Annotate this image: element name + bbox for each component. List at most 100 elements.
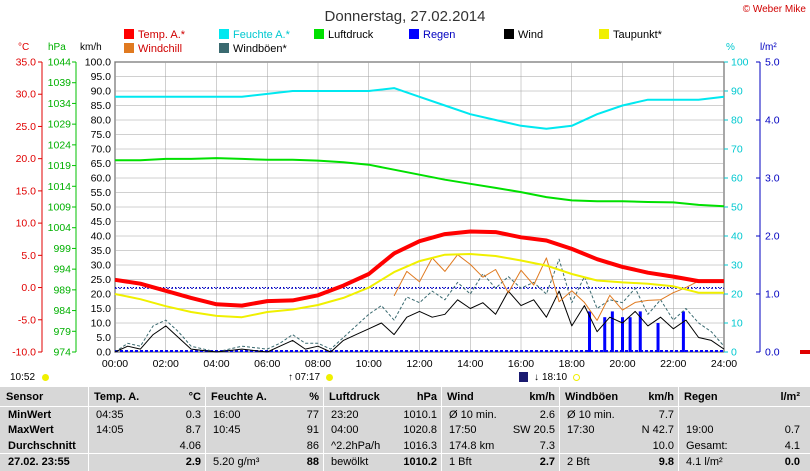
table-header-label: Sensor bbox=[6, 391, 44, 403]
tick-pressure: 994 bbox=[53, 264, 71, 276]
tick-x: 06:00 bbox=[254, 358, 280, 370]
table-cell-time: bewölkt bbox=[331, 456, 369, 468]
unit-humidity: % bbox=[726, 42, 735, 53]
legend-label-temp: Temp. A.* bbox=[138, 29, 186, 41]
series-line-gust bbox=[114, 258, 725, 353]
table-cell-time: 14:05 bbox=[96, 424, 124, 436]
tick-rain: 5.0 bbox=[765, 57, 780, 69]
table-cell-time: Ø 10 min. bbox=[449, 409, 497, 421]
tick-x: 24:00 bbox=[711, 358, 737, 370]
tick-temp: 20.0 bbox=[16, 153, 37, 165]
table-row-label: Durchschnitt bbox=[8, 440, 76, 452]
tick-rain: 3.0 bbox=[765, 173, 780, 185]
rain-bar bbox=[656, 323, 660, 352]
tick-wind: 50.0 bbox=[91, 202, 112, 214]
legend-swatch-temp bbox=[124, 29, 134, 39]
tick-wind: 65.0 bbox=[91, 158, 112, 170]
table-cell-value: 2.9 bbox=[185, 456, 201, 468]
table-column-divider bbox=[205, 387, 206, 471]
tick-humidity: 0 bbox=[731, 347, 737, 359]
tick-wind: 35.0 bbox=[91, 245, 112, 257]
tick-temp: 15.0 bbox=[16, 185, 37, 197]
table-cell-time: 04:00 bbox=[331, 424, 359, 436]
unit-pressure: hPa bbox=[48, 42, 66, 53]
legend-label-windchill: Windchill bbox=[138, 43, 182, 55]
table-row-label: MinWert bbox=[8, 409, 52, 421]
table-cell-value: 7.7 bbox=[658, 409, 674, 421]
tick-wind: 75.0 bbox=[91, 129, 112, 141]
table-cell-value: 4.06 bbox=[179, 440, 201, 452]
sunrise-marker-icon: ↑ bbox=[288, 372, 293, 383]
tick-humidity: 100 bbox=[731, 57, 749, 69]
tick-wind: 20.0 bbox=[91, 289, 112, 301]
tick-wind: 100.0 bbox=[85, 57, 111, 69]
legend-swatch-rain bbox=[409, 29, 419, 39]
table-cell-value: 2.6 bbox=[539, 409, 555, 421]
table-cell-value: 4.1 bbox=[784, 440, 800, 452]
tick-wind: 70.0 bbox=[91, 144, 112, 156]
legend-swatch-dewpoint bbox=[599, 29, 609, 39]
table-cell-value: 8.7 bbox=[185, 424, 201, 436]
table-header-label: Windböen bbox=[565, 391, 619, 403]
table-header-unit: hPa bbox=[416, 391, 437, 403]
unit-wind: km/h bbox=[80, 42, 102, 53]
sunset-marker-icon: ↓ bbox=[534, 372, 539, 383]
tick-x: 10:00 bbox=[356, 358, 382, 370]
series-line-temp bbox=[114, 229, 724, 308]
rain-bar bbox=[681, 311, 685, 352]
rain-bar bbox=[610, 311, 614, 352]
table-cell-value: 88 bbox=[306, 456, 319, 468]
table-header-unit: km/h bbox=[648, 391, 674, 403]
table-cell-value: 0.7 bbox=[784, 424, 800, 436]
table-header-unit: km/h bbox=[529, 391, 555, 403]
tick-wind: 15.0 bbox=[91, 303, 112, 315]
tick-wind: 60.0 bbox=[91, 173, 112, 185]
legend-label-gust: Windböen* bbox=[233, 43, 288, 55]
table-header-unit: °C bbox=[188, 391, 201, 403]
table-header-unit: % bbox=[309, 391, 319, 403]
series-line-windchill bbox=[393, 254, 699, 321]
table-row-label: MaxWert bbox=[8, 424, 54, 436]
table-row-label: 27.02. 23:55 bbox=[8, 456, 70, 468]
tick-temp: 25.0 bbox=[16, 121, 37, 133]
tick-x: 20:00 bbox=[609, 358, 635, 370]
tick-x: 12:00 bbox=[406, 358, 432, 370]
tick-x: 02:00 bbox=[153, 358, 179, 370]
tick-pressure: 1014 bbox=[48, 181, 72, 193]
table-cell-value: 10.0 bbox=[652, 440, 674, 452]
tick-rain: 2.0 bbox=[765, 231, 780, 243]
table-cell-time: 23:20 bbox=[331, 409, 359, 421]
table-column-divider bbox=[678, 387, 679, 471]
tick-pressure: 1004 bbox=[48, 222, 72, 234]
table-cell-time: ^2.2hPa/h bbox=[331, 440, 381, 452]
tick-pressure: 1034 bbox=[48, 98, 72, 110]
sunrise-time: 07:17 bbox=[295, 372, 321, 383]
legend-label-wind: Wind bbox=[518, 29, 543, 41]
weather-chart: Donnerstag, 27.02.2014 © Weber Mike Temp. … bbox=[12, 4, 810, 370]
tick-wind: 25.0 bbox=[91, 274, 112, 286]
tick-wind: 45.0 bbox=[91, 216, 112, 228]
tick-pressure: 1009 bbox=[48, 202, 72, 214]
legend-label-humidity: Feuchte A.* bbox=[233, 29, 291, 41]
legend-swatch-wind bbox=[504, 29, 514, 39]
unit-rain: l/m² bbox=[760, 42, 777, 53]
tick-wind: 90.0 bbox=[91, 86, 112, 98]
table-column-divider bbox=[441, 387, 442, 471]
tick-temp: 30.0 bbox=[16, 89, 37, 101]
table-header-unit: l/m² bbox=[780, 391, 800, 403]
tick-x: 18:00 bbox=[559, 358, 585, 370]
table-cell-value: 9.8 bbox=[658, 456, 674, 468]
tick-temp: 10.0 bbox=[16, 218, 37, 230]
tick-x: 04:00 bbox=[203, 358, 229, 370]
tick-x: 16:00 bbox=[508, 358, 534, 370]
sunset-time: 18:10 bbox=[542, 372, 568, 383]
table-header-label: Wind bbox=[447, 391, 474, 403]
chart-title: Donnerstag, 27.02.2014 bbox=[325, 8, 486, 25]
rain-bar bbox=[628, 317, 632, 352]
legend-swatch-windchill bbox=[124, 43, 134, 53]
tick-x: 14:00 bbox=[457, 358, 483, 370]
series-line-wind bbox=[114, 290, 725, 353]
table-cell-time: 16:00 bbox=[213, 409, 241, 421]
table-cell-value: SW 20.5 bbox=[512, 424, 555, 436]
